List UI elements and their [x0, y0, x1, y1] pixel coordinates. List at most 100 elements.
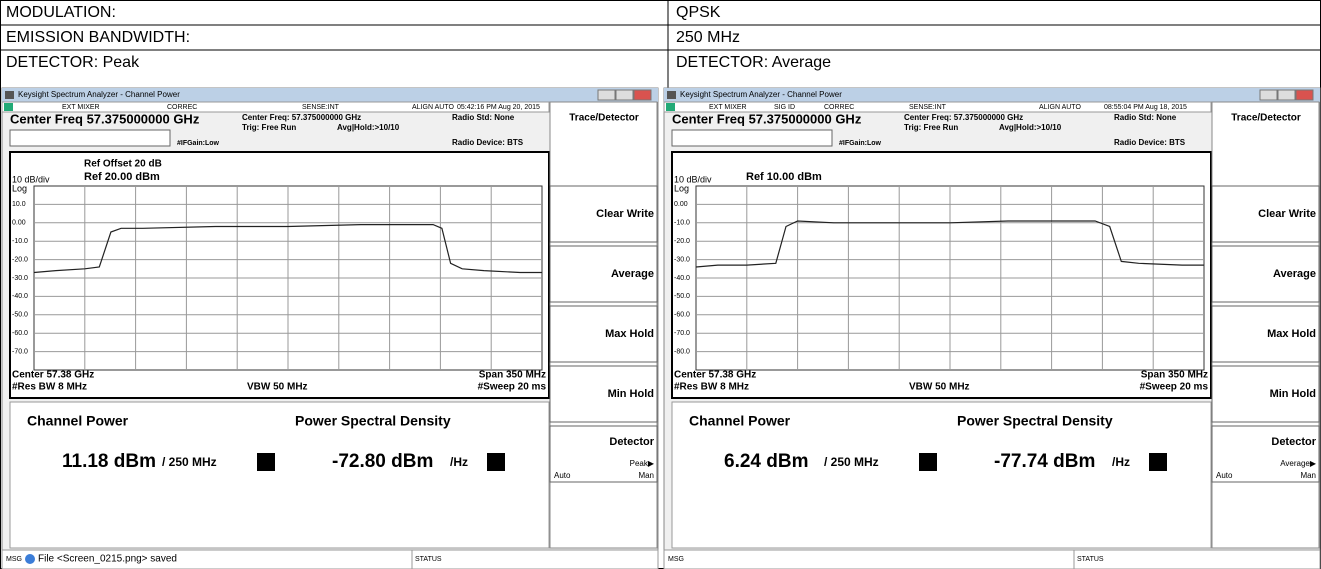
psd: -72.80 dBm — [332, 451, 433, 472]
channel-power-unit: / 250 MHz — [824, 455, 879, 469]
indicator — [919, 453, 937, 471]
table-cell: DETECTOR: Peak — [6, 54, 140, 71]
info: Trig: Free Run — [904, 123, 958, 132]
table-cell: QPSK — [676, 4, 721, 21]
y-tick-label: -30.0 — [674, 256, 690, 263]
analyzer-screen: Keysight Spectrum Analyzer - Channel Pow… — [663, 87, 1321, 569]
ref-level: Ref 20.00 dBm — [84, 171, 160, 183]
input-box — [9, 129, 171, 147]
window-title: Keysight Spectrum Analyzer - Channel Pow… — [680, 90, 842, 99]
softkey-label: Min Hold — [1270, 388, 1316, 400]
scale: 10 dB/div — [12, 174, 50, 184]
softkey[interactable] — [1211, 305, 1320, 363]
footer: VBW 50 MHz — [909, 382, 970, 393]
info: Center Freq: 57.375000000 GHz — [242, 113, 361, 122]
radio-std: Radio Std: None — [452, 113, 515, 122]
detector-sel: Average▶ — [1280, 459, 1317, 468]
status-item: 08:55:04 PM Aug 18, 2015 — [1104, 104, 1187, 111]
status-item: EXT MIXER — [62, 104, 100, 111]
softkey[interactable] — [1211, 245, 1320, 303]
psd-label: Power Spectral Density — [957, 413, 1113, 429]
status-item: SENSE:INT — [302, 104, 340, 111]
window-title: Keysight Spectrum Analyzer - Channel Pow… — [18, 90, 180, 99]
softkey[interactable] — [1211, 425, 1320, 483]
channel-power: 6.24 dBm — [724, 451, 808, 472]
log-label: Log — [12, 183, 27, 193]
y-tick-label: -60.0 — [674, 312, 690, 319]
window-button — [1277, 89, 1296, 101]
ref-offset: Ref Offset 20 dB — [84, 159, 162, 170]
info: #IFGain:Low — [177, 140, 220, 147]
table-cell: DETECTOR: Average — [676, 54, 831, 71]
y-tick-label: -10.0 — [674, 220, 690, 227]
detector-auto: Auto — [1216, 471, 1233, 480]
msg-label: MSG — [668, 556, 684, 563]
softkey[interactable] — [549, 425, 658, 483]
window-button — [1295, 89, 1314, 101]
softkey-label: Detector — [609, 436, 654, 448]
status-led — [4, 103, 13, 111]
y-tick-label: -50.0 — [674, 293, 690, 300]
status-item: SIG ID — [774, 104, 795, 111]
footer: #Sweep 20 ms — [1140, 382, 1209, 393]
channel-power-label: Channel Power — [27, 413, 129, 429]
y-tick-label: 0.00 — [674, 201, 688, 208]
status-strip — [663, 101, 1212, 113]
footer: Center 57.38 GHz — [12, 370, 94, 381]
softkey-label: Clear Write — [1258, 208, 1316, 220]
detector-man: Man — [1300, 471, 1316, 480]
softkey-label: Average — [611, 268, 654, 280]
window-button — [597, 89, 616, 101]
window-button — [633, 89, 652, 101]
status-label: STATUS — [415, 556, 442, 563]
softkey[interactable] — [1211, 365, 1320, 423]
center-freq: Center Freq 57.375000000 GHz — [672, 111, 862, 126]
table-cell: MODULATION: — [6, 4, 116, 21]
indicator — [257, 453, 275, 471]
indicator — [487, 453, 505, 471]
info-icon — [25, 554, 35, 564]
y-tick-label: -40.0 — [12, 293, 28, 300]
y-tick-label: -50.0 — [12, 312, 28, 319]
channel-power-unit: / 250 MHz — [162, 455, 217, 469]
status-bar — [1, 549, 659, 569]
status-item: 05:42:16 PM Aug 20, 2015 — [457, 104, 540, 111]
title-bar — [2, 88, 658, 102]
footer: #Sweep 20 ms — [478, 382, 547, 393]
status-item: ALIGN AUTO — [412, 104, 454, 111]
softkey[interactable] — [549, 185, 658, 243]
footer: #Res BW 8 MHz — [12, 382, 87, 393]
results-panel — [671, 401, 1212, 549]
info: Avg|Hold:>10/10 — [999, 123, 1062, 132]
analyzer-screen: Keysight Spectrum Analyzer - Channel Pow… — [1, 87, 659, 569]
status-item: SENSE:INT — [909, 104, 947, 111]
window-button — [615, 89, 634, 101]
channel-power-label: Channel Power — [689, 413, 791, 429]
radio-device: Radio Device: BTS — [452, 138, 524, 147]
softkey[interactable] — [549, 245, 658, 303]
input-box — [671, 129, 833, 147]
softkey[interactable] — [549, 365, 658, 423]
info: Center Freq: 57.375000000 GHz — [904, 113, 1023, 122]
softkey[interactable] — [1211, 185, 1320, 243]
trace — [33, 224, 542, 274]
msg-label: MSG — [6, 556, 22, 563]
footer: Span 350 MHz — [479, 370, 546, 381]
info: #IFGain:Low — [839, 140, 882, 147]
y-tick-label: 0.00 — [12, 220, 26, 227]
y-tick-label: -80.0 — [674, 348, 690, 355]
menu-title: Trace/Detector — [1231, 113, 1301, 124]
softkey-label: Min Hold — [608, 388, 654, 400]
psd-unit: /Hz — [1112, 455, 1130, 469]
softkey-label: Detector — [1271, 436, 1316, 448]
detector-man: Man — [638, 471, 654, 480]
status-item: CORREC — [824, 104, 854, 111]
app-icon — [667, 91, 676, 99]
footer: #Res BW 8 MHz — [674, 382, 749, 393]
radio-device: Radio Device: BTS — [1114, 138, 1186, 147]
softkey[interactable] — [549, 305, 658, 363]
softkey-label: Average — [1273, 268, 1316, 280]
y-tick-label: -60.0 — [12, 330, 28, 337]
detector-sel: Peak▶ — [630, 459, 655, 468]
footer: VBW 50 MHz — [247, 382, 308, 393]
